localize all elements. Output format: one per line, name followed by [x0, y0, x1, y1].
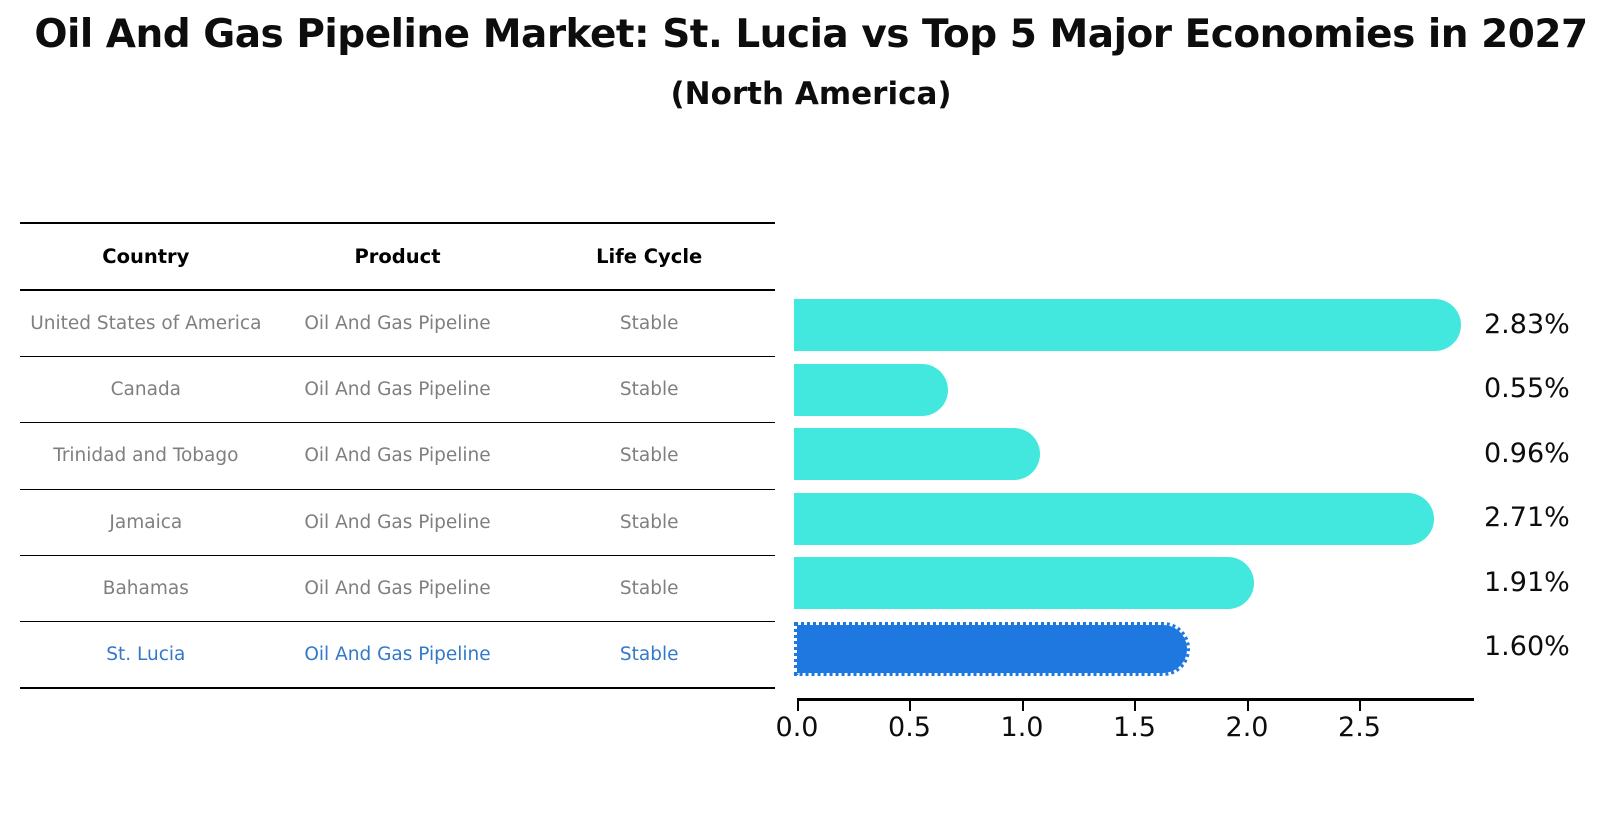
page-title: Oil And Gas Pipeline Market: St. Lucia v… — [34, 12, 1588, 57]
cell-life-cycle: Stable — [619, 379, 679, 401]
value-label-trinidad-and-tobago: 0.96% — [1484, 438, 1570, 469]
cell-country: St. Lucia — [106, 644, 186, 666]
value-label-jamaica: 2.71% — [1484, 502, 1570, 533]
cell-country: Bahamas — [102, 577, 189, 599]
x-tick — [797, 700, 799, 711]
bar-canada — [794, 364, 948, 416]
x-tick-label: 2.0 — [1225, 712, 1269, 743]
cell-life-cycle: Stable — [619, 644, 679, 666]
bar-st-lucia — [794, 622, 1190, 676]
x-tick-label: 1.5 — [1113, 712, 1156, 743]
table-row-bahamas: Bahamas Oil And Gas Pipeline Stable — [20, 556, 775, 622]
bar-chart: 2.83% 0.55% 0.96% 2.71% 1.91% 1.60% 0.0 … — [776, 0, 1622, 823]
value-label-united-states: 2.83% — [1484, 309, 1570, 340]
cell-life-cycle: Stable — [619, 511, 679, 533]
table-header-row: Country Product Life Cycle — [20, 224, 775, 291]
value-label-st-lucia: 1.60% — [1484, 631, 1570, 662]
x-tick — [1247, 700, 1249, 711]
value-label-bahamas: 1.91% — [1484, 567, 1570, 598]
page-subtitle: (North America) — [670, 76, 952, 112]
cell-country: Trinidad and Tobago — [53, 445, 239, 467]
table-row-trinidad-and-tobago: Trinidad and Tobago Oil And Gas Pipeline… — [20, 423, 775, 490]
table-row-st-lucia: St. Lucia Oil And Gas Pipeline Stable — [20, 622, 775, 690]
cell-country: Canada — [110, 379, 182, 401]
bar-bahamas — [794, 557, 1254, 609]
cell-product: Oil And Gas Pipeline — [304, 644, 491, 666]
comparison-table: Country Product Life Cycle United States… — [20, 222, 775, 690]
header-cell-life-cycle: Life Cycle — [596, 245, 703, 268]
bar-jamaica — [794, 493, 1434, 545]
bar-united-states — [794, 299, 1461, 351]
table-row-canada: Canada Oil And Gas Pipeline Stable — [20, 357, 775, 424]
x-axis-line — [797, 698, 1474, 701]
x-tick — [1134, 700, 1136, 711]
x-tick-label: 2.5 — [1338, 712, 1381, 743]
cell-country: United States of America — [30, 313, 262, 335]
cell-product: Oil And Gas Pipeline — [304, 577, 491, 599]
x-tick — [909, 700, 911, 711]
cell-product: Oil And Gas Pipeline — [304, 313, 491, 335]
table-row-united-states: United States of America Oil And Gas Pip… — [20, 291, 775, 358]
table-row-jamaica: Jamaica Oil And Gas Pipeline Stable — [20, 490, 775, 556]
x-tick-label: 1.0 — [1000, 712, 1044, 743]
cell-life-cycle: Stable — [619, 577, 679, 599]
cell-product: Oil And Gas Pipeline — [304, 511, 491, 533]
cell-life-cycle: Stable — [619, 445, 679, 467]
cell-product: Oil And Gas Pipeline — [304, 445, 491, 467]
cell-life-cycle: Stable — [619, 313, 679, 335]
cell-country: Jamaica — [109, 511, 183, 533]
x-tick-label: 0.5 — [888, 712, 931, 743]
x-tick — [1359, 700, 1361, 711]
x-tick — [1022, 700, 1024, 711]
bar-trinidad-and-tobago — [794, 428, 1040, 480]
cell-product: Oil And Gas Pipeline — [304, 379, 491, 401]
header-cell-country: Country — [102, 245, 190, 268]
x-tick-label: 0.0 — [775, 712, 819, 743]
value-label-canada: 0.55% — [1484, 373, 1570, 404]
header-cell-product: Product — [354, 245, 441, 268]
